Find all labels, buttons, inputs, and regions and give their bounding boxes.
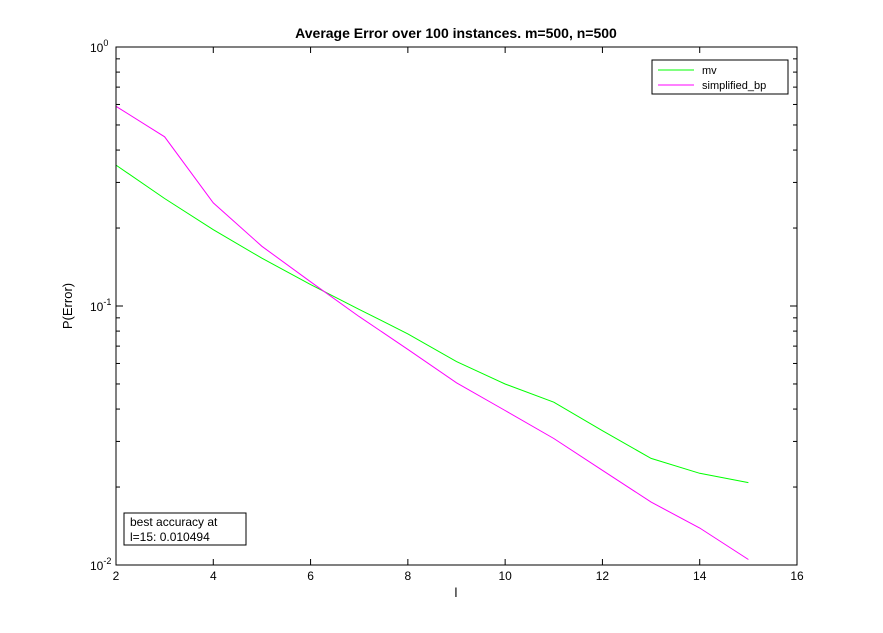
y-tick-label: 100 — [90, 38, 108, 55]
series-line-mv — [115, 164, 749, 484]
y-tick-label: 10-2 — [90, 556, 111, 573]
legend: mv simplified_bp — [651, 59, 789, 95]
plot-frame — [115, 46, 798, 566]
annotation-frame — [123, 512, 247, 546]
x-tick-label: 6 — [307, 569, 314, 583]
series-layer — [115, 105, 749, 560]
axis-ticks: 2 4 6 8 10 12 14 16 100 10-1 10-2 — [90, 38, 804, 583]
x-tick-label: 4 — [210, 569, 217, 583]
x-tick-label: 2 — [113, 569, 120, 583]
chart-title: Average Error over 100 instances. m=500,… — [295, 25, 617, 41]
x-tick-label: 14 — [693, 569, 707, 583]
legend-label-mv: mv — [702, 65, 717, 77]
x-axis-label: l — [455, 585, 458, 600]
x-tick-label: 12 — [596, 569, 610, 583]
legend-box — [651, 59, 789, 95]
y-axis-label: P(Error) — [60, 283, 75, 329]
x-tick-label: 10 — [498, 569, 512, 583]
legend-label-simplified-bp: simplified_bp — [702, 80, 766, 92]
x-tick-label: 16 — [790, 569, 804, 583]
series-line-simplified-bp — [115, 105, 749, 560]
plot-area — [116, 47, 797, 565]
annotation-line-1: best accuracy at — [130, 515, 218, 529]
y-tick-label: 10-1 — [90, 297, 111, 314]
annotation-box: best accuracy at l=15: 0.010494 — [123, 512, 247, 546]
annotation-line-2: l=15: 0.010494 — [130, 530, 210, 544]
x-tick-label: 8 — [405, 569, 412, 583]
